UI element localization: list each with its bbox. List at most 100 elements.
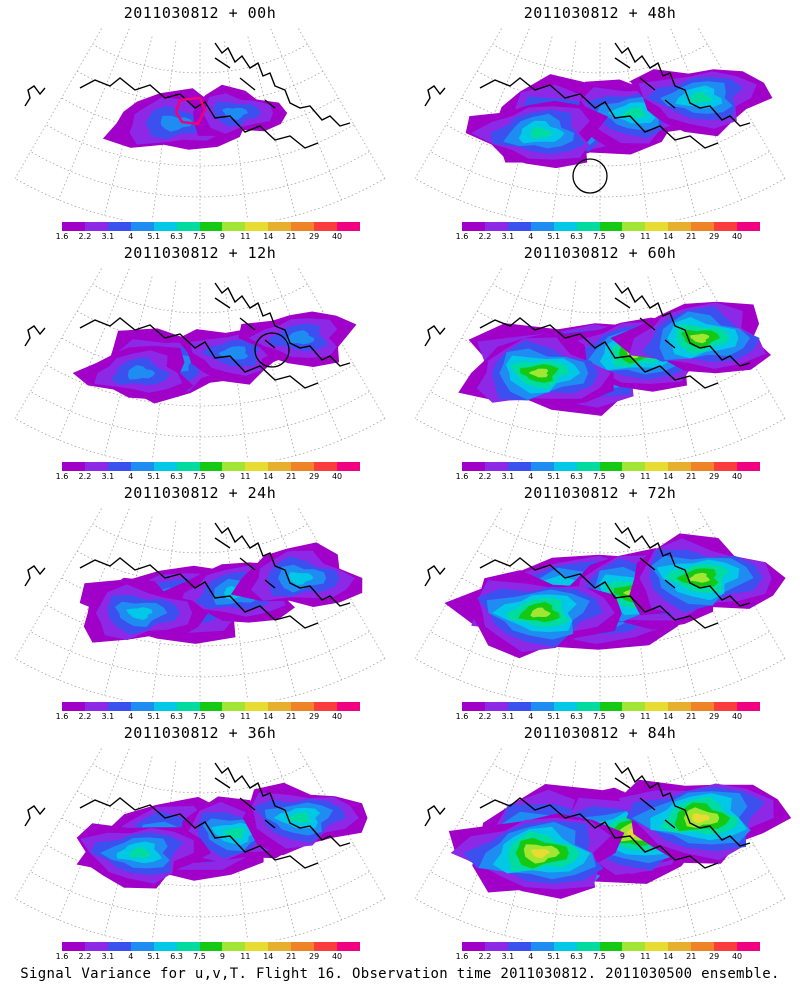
colorbar-swatches	[462, 702, 760, 711]
colorbar-tick-label: 11	[240, 712, 251, 721]
colorbar-tick-label: 7.5	[193, 472, 206, 481]
colorbar-swatch	[314, 222, 338, 231]
colorbar-swatch	[599, 942, 623, 951]
colorbar-swatch	[737, 702, 760, 711]
colorbar-tick-label: 9	[619, 472, 625, 481]
colorbar-tick-label: 29	[309, 952, 320, 961]
colorbar-tick-label: 14	[263, 472, 274, 481]
coastline	[614, 522, 751, 607]
colorbar-swatch	[691, 702, 715, 711]
colorbar-swatch	[462, 222, 485, 231]
coastline	[214, 777, 276, 829]
colorbar-swatch	[130, 222, 154, 231]
colorbar-swatch	[714, 222, 738, 231]
colorbar-swatch	[176, 702, 200, 711]
latitude-line	[414, 658, 786, 700]
colorbar-swatch	[484, 462, 508, 471]
colorbar-tick-label: 2.2	[78, 712, 92, 721]
colorbar-tick-label: 29	[309, 472, 320, 481]
map-plot	[14, 748, 386, 940]
coastline	[614, 537, 676, 589]
colorbar-swatch	[153, 942, 177, 951]
latitude-line	[30, 391, 370, 438]
variance-contour	[528, 368, 549, 378]
panel-title: 2011030812 + 36h	[123, 724, 277, 742]
colorbar-swatches	[62, 942, 360, 951]
colorbar-swatch	[268, 462, 292, 471]
meridian-line	[14, 268, 103, 419]
colorbar-tick-label: 14	[263, 232, 274, 241]
colorbar-swatch	[130, 942, 154, 951]
colorbar-swatch	[84, 702, 108, 711]
colorbar-tick-label: 21	[686, 952, 697, 961]
colorbar-tick-label: 7.5	[593, 712, 606, 721]
coastline	[424, 325, 446, 347]
variance-field	[458, 301, 771, 416]
colorbar-tick-label: 14	[663, 712, 674, 721]
coastline	[479, 557, 719, 629]
colorbar-tick-label: 1.6	[455, 232, 469, 241]
colorbar-swatch	[507, 462, 531, 471]
colorbar-swatch	[507, 942, 531, 951]
colorbar-swatches	[462, 462, 760, 471]
variance-contour	[692, 813, 710, 824]
panel-title: 2011030812 + 24h	[123, 484, 277, 502]
colorbar-tick-label: 2.2	[478, 472, 492, 481]
latitude-line	[430, 871, 770, 918]
coastline	[214, 57, 276, 109]
colorbar-swatch	[714, 462, 738, 471]
colorbar-swatch	[645, 702, 669, 711]
coastline	[24, 85, 46, 107]
colorbar-swatch	[291, 462, 315, 471]
latitude-line	[92, 763, 308, 794]
colorbar-tick-label: 5.1	[547, 232, 561, 241]
colorbar-tick-label: 6.3	[170, 232, 183, 241]
colorbar-tick-label: 2.2	[478, 232, 492, 241]
colorbar-tick-label: 40	[331, 712, 343, 721]
colorbar-swatch	[462, 942, 485, 951]
colorbar-tick-label: 14	[663, 952, 674, 961]
colorbar-tick-label: 7.5	[593, 232, 606, 241]
meridian-line	[14, 28, 103, 179]
colorbar-tick-label: 11	[640, 712, 651, 721]
colorbar-swatch	[530, 702, 554, 711]
colorbar-tick-label: 5.1	[147, 952, 161, 961]
observation-circle	[254, 332, 290, 368]
colorbar-swatch	[84, 942, 108, 951]
coastlines	[24, 762, 351, 869]
colorbar-swatch	[462, 462, 485, 471]
colorbar-labels: 1.6 2.2 3.1 4 5.1 6.3 7.5 9 11 14 21 29 40	[56, 232, 360, 242]
colorbar-tick-label: 6.3	[570, 232, 583, 241]
variance-contour	[530, 849, 550, 859]
colorbar-tick-label: 4	[528, 712, 534, 721]
coastline	[614, 57, 676, 109]
colorbar-tick-label: 40	[731, 952, 743, 961]
latitude-line	[492, 523, 708, 554]
colorbar-swatch	[107, 222, 131, 231]
colorbar-swatch	[176, 222, 200, 231]
colorbar-tick-label: 9	[619, 712, 625, 721]
colorbar-swatches	[62, 222, 360, 231]
coastline	[24, 325, 46, 347]
colorbar-swatch	[645, 462, 669, 471]
latitude-line	[430, 151, 770, 198]
colorbar-swatch	[645, 942, 669, 951]
colorbar-swatch	[737, 462, 760, 471]
colorbar-tick-label: 4	[528, 232, 534, 241]
colorbar: 1.6 2.2 3.1 4 5.1 6.3 7.5 9 11 14 21 29 40	[56, 222, 360, 244]
map-panel-36h: 2011030812 + 36h 1.6 2.2 3.1 4 5.1 6.3 7.5 9 11 1…	[0, 720, 400, 961]
panel-title: 2011030812 + 84h	[523, 724, 677, 742]
colorbar-swatch	[107, 462, 131, 471]
map-panel-48h: 2011030812 + 48h 1.6 2.2 3.1 4 5.1 6.3 7.5 9 11 1…	[400, 0, 800, 241]
coastlines	[24, 282, 351, 389]
colorbar-tick-label: 2.2	[78, 952, 92, 961]
colorbar-swatches	[62, 462, 360, 471]
colorbar-tick-label: 29	[709, 232, 720, 241]
colorbar-tick-label: 29	[709, 952, 720, 961]
coastline	[79, 797, 319, 869]
colorbar-swatch	[268, 702, 292, 711]
variance-field	[79, 542, 363, 644]
colorbar-tick-label: 14	[663, 472, 674, 481]
meridian-line	[58, 28, 130, 200]
colorbar-tick-label: 4	[528, 952, 534, 961]
